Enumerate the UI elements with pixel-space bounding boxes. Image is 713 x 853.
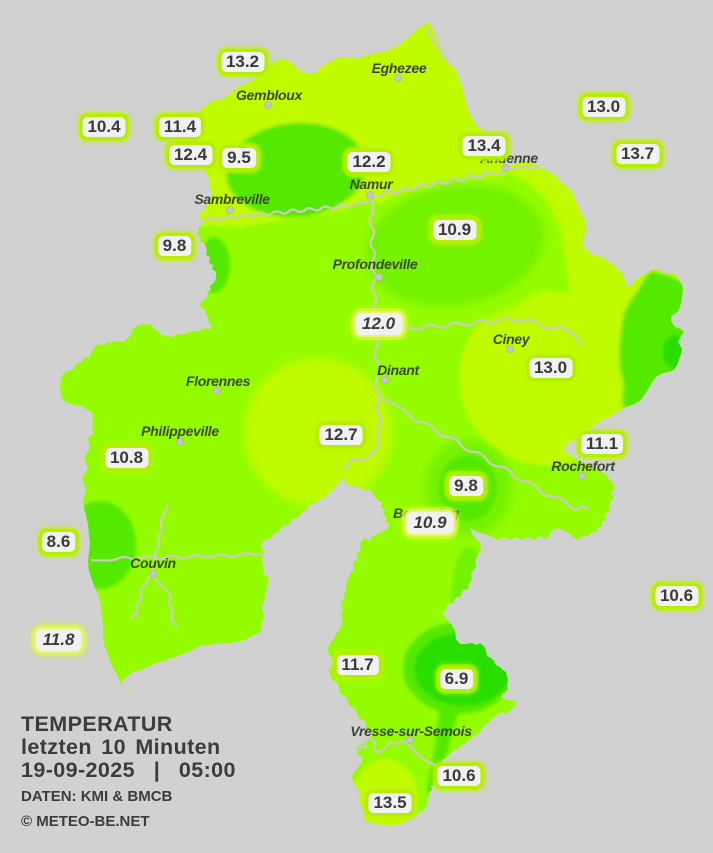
svg-text:Namur: Namur	[350, 176, 395, 192]
svg-text:Rochefort: Rochefort	[551, 458, 616, 474]
svg-text:Vresse-sur-Semois: Vresse-sur-Semois	[350, 723, 472, 739]
svg-text:Ciney: Ciney	[493, 331, 531, 347]
svg-text:Florennes: Florennes	[186, 373, 251, 389]
svg-text:Couvin: Couvin	[130, 555, 176, 571]
svg-text:Profondeville: Profondeville	[333, 256, 418, 272]
svg-text:Gembloux: Gembloux	[236, 87, 304, 103]
svg-text:Philippeville: Philippeville	[141, 423, 219, 439]
svg-text:Sambreville: Sambreville	[194, 191, 270, 207]
svg-text:Eghezee: Eghezee	[372, 60, 427, 76]
svg-text:Dinant: Dinant	[377, 362, 420, 378]
